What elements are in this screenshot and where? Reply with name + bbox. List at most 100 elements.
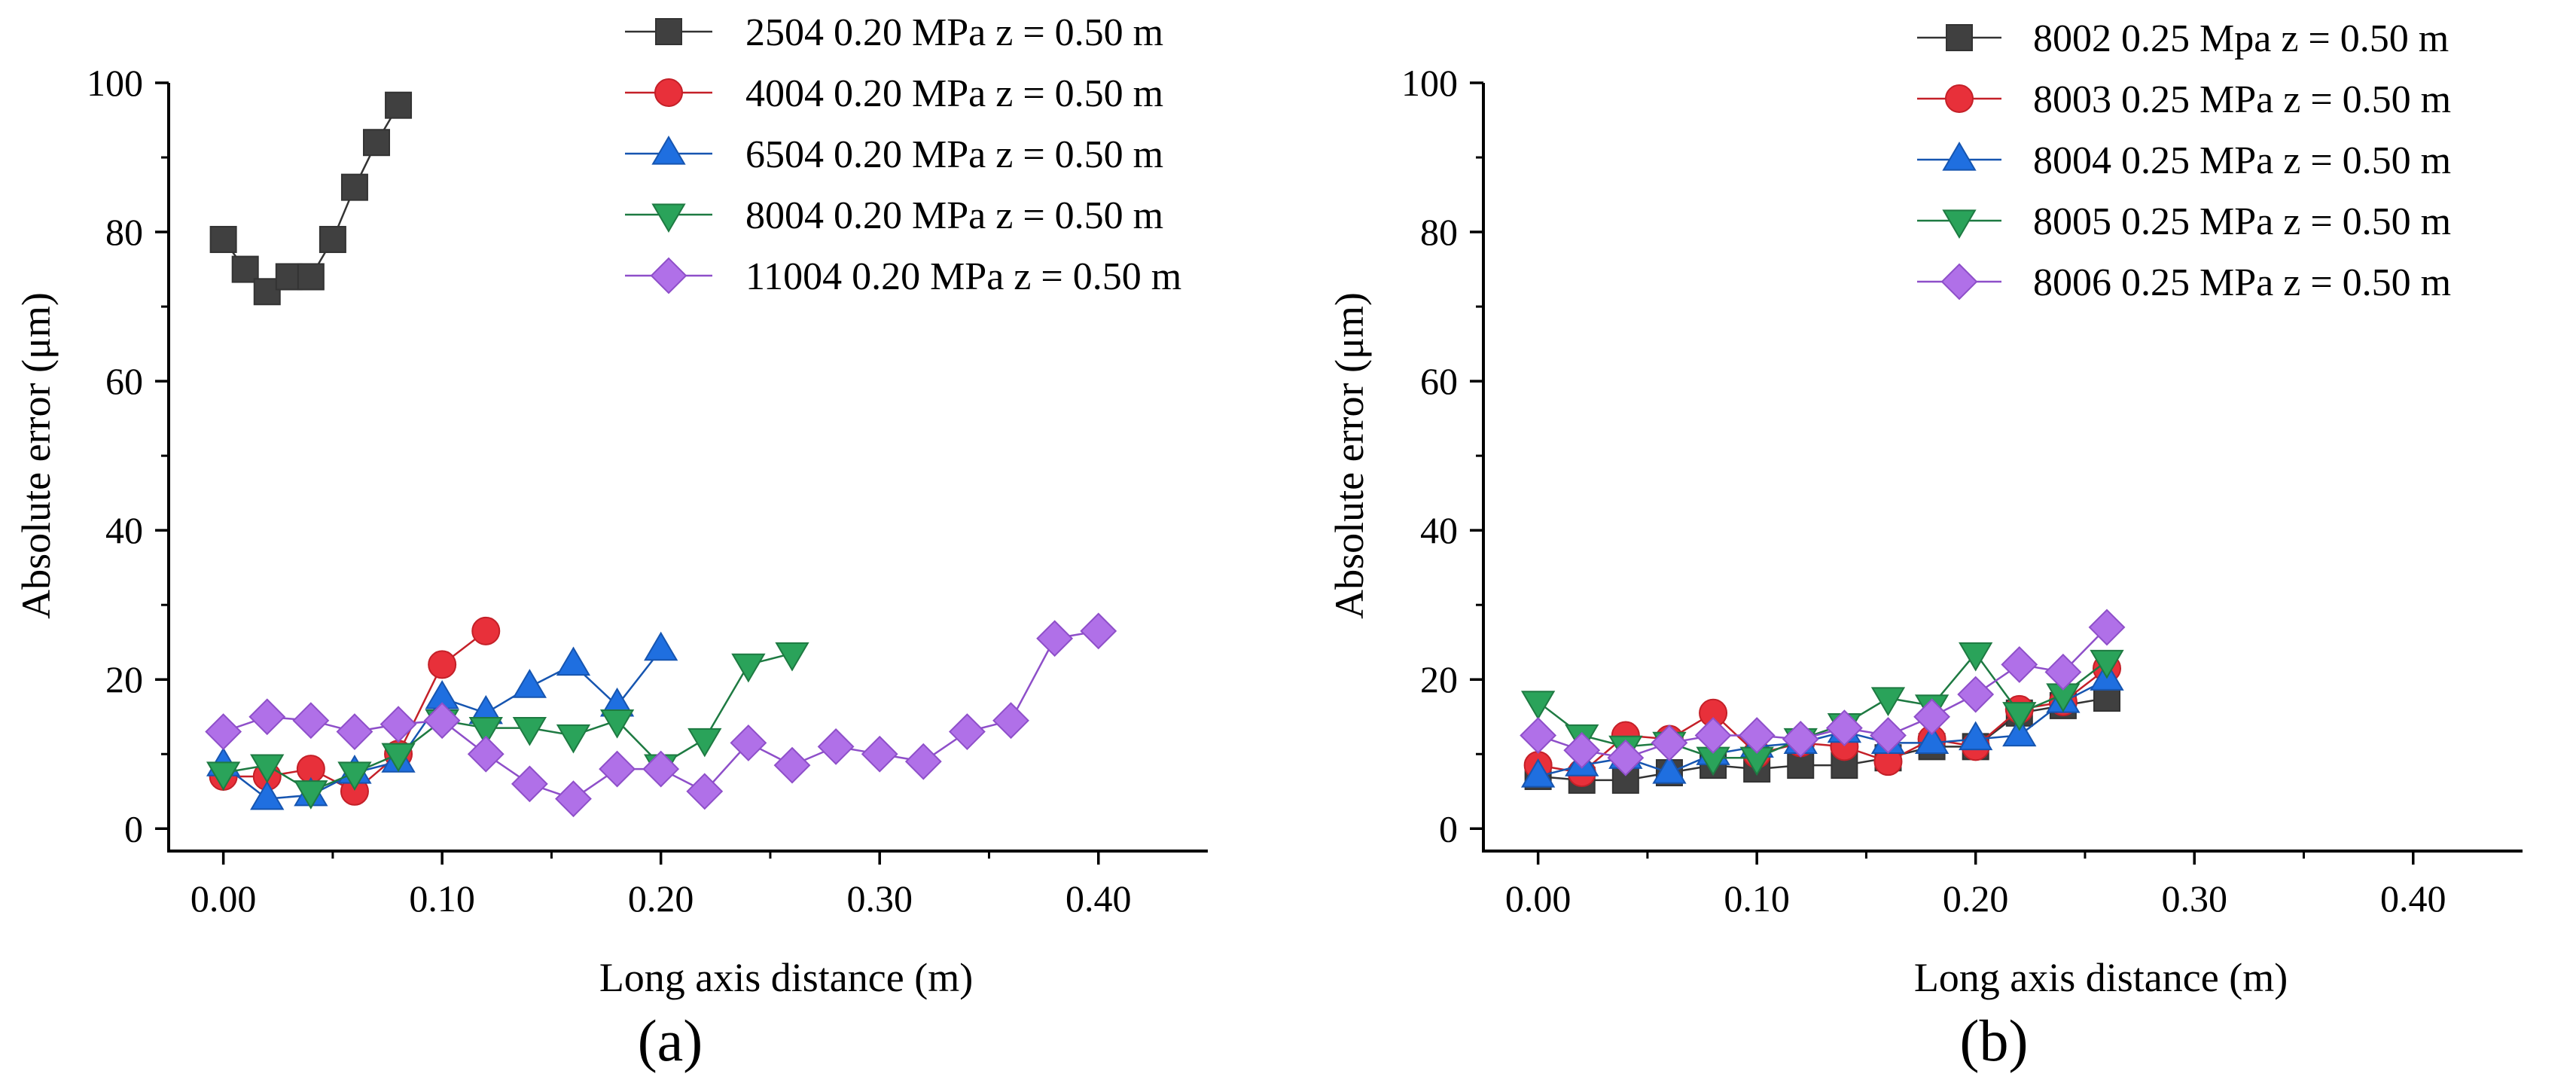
panel-b-legend-marker [1942, 209, 1977, 239]
panel-b-series-5-point [1694, 717, 1732, 754]
panel-a-y-tick-label: 100 [87, 62, 143, 104]
panel-b-legend-label: 8002 0.25 Mpa z = 0.50 m [2033, 17, 2449, 60]
panel-b-legend-entry-5: 8006 0.25 MPa z = 0.50 m [1917, 261, 2451, 304]
panel-b-x-tick-label: 0.20 [1943, 877, 2009, 920]
panel-a-series-4-point [468, 716, 503, 746]
panel-a-legend-label: 2504 0.20 MPa z = 0.50 m [745, 11, 1163, 54]
panel-a-x-tick-label: 0.30 [846, 877, 913, 920]
panel-a-legend-marker [654, 78, 683, 107]
panel-a-series-5-point [730, 724, 767, 761]
panel-b-legend: 8002 0.25 Mpa z = 0.50 m 8003 0.25 MPa z … [1917, 17, 2451, 304]
panel-b-x-tick-label: 0.30 [2161, 877, 2227, 920]
panel-a-series-3-point [556, 646, 591, 676]
panel-b-y-tick-label: 20 [1420, 658, 1458, 700]
panel-a-x-tick-label: 0.10 [409, 877, 475, 920]
panel-b-series-4-point [1959, 642, 1993, 672]
panel-b-legend-entry-1: 8002 0.25 Mpa z = 0.50 m [1917, 17, 2449, 60]
panel-b-series-5-point [1738, 717, 1776, 754]
panel-b-y-tick-label: 40 [1420, 509, 1458, 551]
panel-a-series-5-point [599, 750, 636, 788]
panel-b-series-5 [1520, 609, 2126, 776]
panel-a-legend: 2504 0.20 MPa z = 0.50 m 4004 0.20 MPa z … [625, 11, 1181, 298]
panel-a-x-axis-title: Long axis distance (m) [599, 955, 973, 1000]
panel-b-legend-marker [1942, 142, 1977, 171]
panel-b-x-tick-label: 0.40 [2380, 877, 2446, 920]
panel-a-y-tick-label: 0 [124, 807, 143, 850]
panel-a-series-4-point [250, 754, 285, 784]
panel-a-series-5-point [336, 713, 373, 750]
panel-b-series-3-point [2002, 717, 2037, 747]
panel-b-legend-label: 8004 0.25 MPa z = 0.50 m [2033, 139, 2451, 182]
panel-b-y-tick-label: 0 [1439, 807, 1458, 850]
panel-b-label: (b) [1960, 1008, 2029, 1073]
panel-a-series-3-point [250, 780, 285, 810]
panel-b-series-5-point [1563, 731, 1601, 769]
panel-b-series-5-point [2001, 646, 2038, 683]
panel-a-series-4-point [599, 709, 635, 739]
panel-a-series-4-point [294, 780, 328, 810]
panel-a-series-3-point [512, 669, 547, 698]
panel-a-series-5-point [555, 780, 592, 818]
panel-a-series-4-point [337, 761, 372, 791]
panel-a-x-tick-label: 0.00 [191, 877, 257, 920]
panel-a-series-3-point [644, 631, 678, 661]
panel-a-series-5-point [205, 713, 242, 750]
panel-a-series-4-point [512, 716, 547, 746]
panel-a-legend-entry-4: 8004 0.20 MPa z = 0.50 m [625, 194, 1163, 237]
panel-a-legend-entry-1: 2504 0.20 MPa z = 0.50 m [625, 11, 1163, 54]
panel-a-series-4-point [381, 743, 416, 773]
panel-b-series-5-point [1870, 717, 1907, 754]
panel-a-series-1-point [231, 255, 259, 283]
panel-b-series-5-point [2088, 609, 2126, 646]
panel-b-series-5-point [1825, 709, 1863, 747]
panel-b-y-axis-title: Absolute error (μm) [1327, 292, 1372, 619]
panel-b-legend-entry-4: 8005 0.25 MPa z = 0.50 m [1917, 200, 2451, 243]
panel-a-legend-label: 6504 0.20 MPa z = 0.50 m [745, 133, 1163, 176]
panel-a-series-1-point [363, 129, 390, 157]
panel-a-legend-marker [655, 18, 682, 45]
panel-a-y-tick-label: 60 [105, 360, 143, 402]
panel-a-y-tick-label: 80 [105, 211, 143, 253]
panel-a-y-tick-label: 40 [105, 509, 143, 551]
panel-a-label: (a) [638, 1008, 703, 1073]
panel-b-x-axis-title: Long axis distance (m) [1914, 955, 2288, 1000]
panel-a-series-1-point [340, 173, 368, 201]
panel-a-legend-marker [650, 257, 687, 294]
panel-b-series [1520, 609, 2126, 794]
panel-a-series-5-point [1080, 612, 1117, 650]
panel-a-legend-entry-5: 11004 0.20 MPa z = 0.50 m [625, 255, 1181, 298]
panel-a-series-4-point [731, 653, 766, 683]
panel-b-legend-label: 8006 0.25 MPa z = 0.50 m [2033, 261, 2451, 304]
panel-a-y-tick-label: 20 [105, 658, 143, 700]
panel-a-series-2-point [428, 650, 457, 679]
panel-b-series-5-point [1607, 739, 1645, 776]
panel-b-series-4-point [2002, 702, 2037, 731]
panel-b-series-3-point [1914, 725, 1950, 755]
panel-b-series-5-point [1913, 698, 1950, 736]
panel-a-series-5 [205, 612, 1117, 818]
panel-a-y-axis-title: Absolute error (μm) [14, 292, 59, 619]
panel-b-legend-marker [1945, 84, 1974, 113]
panel-a-series-5-point [292, 702, 330, 740]
panel-a-legend-label: 11004 0.20 MPa z = 0.50 m [745, 255, 1181, 298]
panel-b-series-3-point [1520, 758, 1556, 788]
panel-b-series-5-point [1651, 724, 1688, 761]
panel-b-axes: 0 20 40 60 80 100 0.00 0.10 0.20 0.30 0.40 [1401, 62, 2523, 920]
panel-a-series-1 [209, 91, 413, 306]
panel-b-y-tick-label: 100 [1401, 62, 1458, 104]
panel-b-y-tick-label: 60 [1420, 360, 1458, 402]
panel-a-series-5-point [992, 702, 1029, 740]
panel-a-series-5-point [861, 735, 898, 773]
panel-b-series-3-point [1652, 755, 1687, 784]
panel-b-y-tick-label: 80 [1420, 211, 1458, 253]
panel-a-series-1-point [209, 225, 237, 253]
panel-b-legend-marker [1946, 24, 1973, 51]
panel-a-series-5-point [467, 735, 505, 773]
panel-b-series-4-point [2090, 649, 2124, 679]
panel-a-series-5-point [773, 746, 811, 784]
panel-b-series-5-point [1957, 676, 1995, 713]
panel-a-series-5-point [949, 713, 986, 750]
panel-b-series-5-point [1782, 721, 1819, 758]
